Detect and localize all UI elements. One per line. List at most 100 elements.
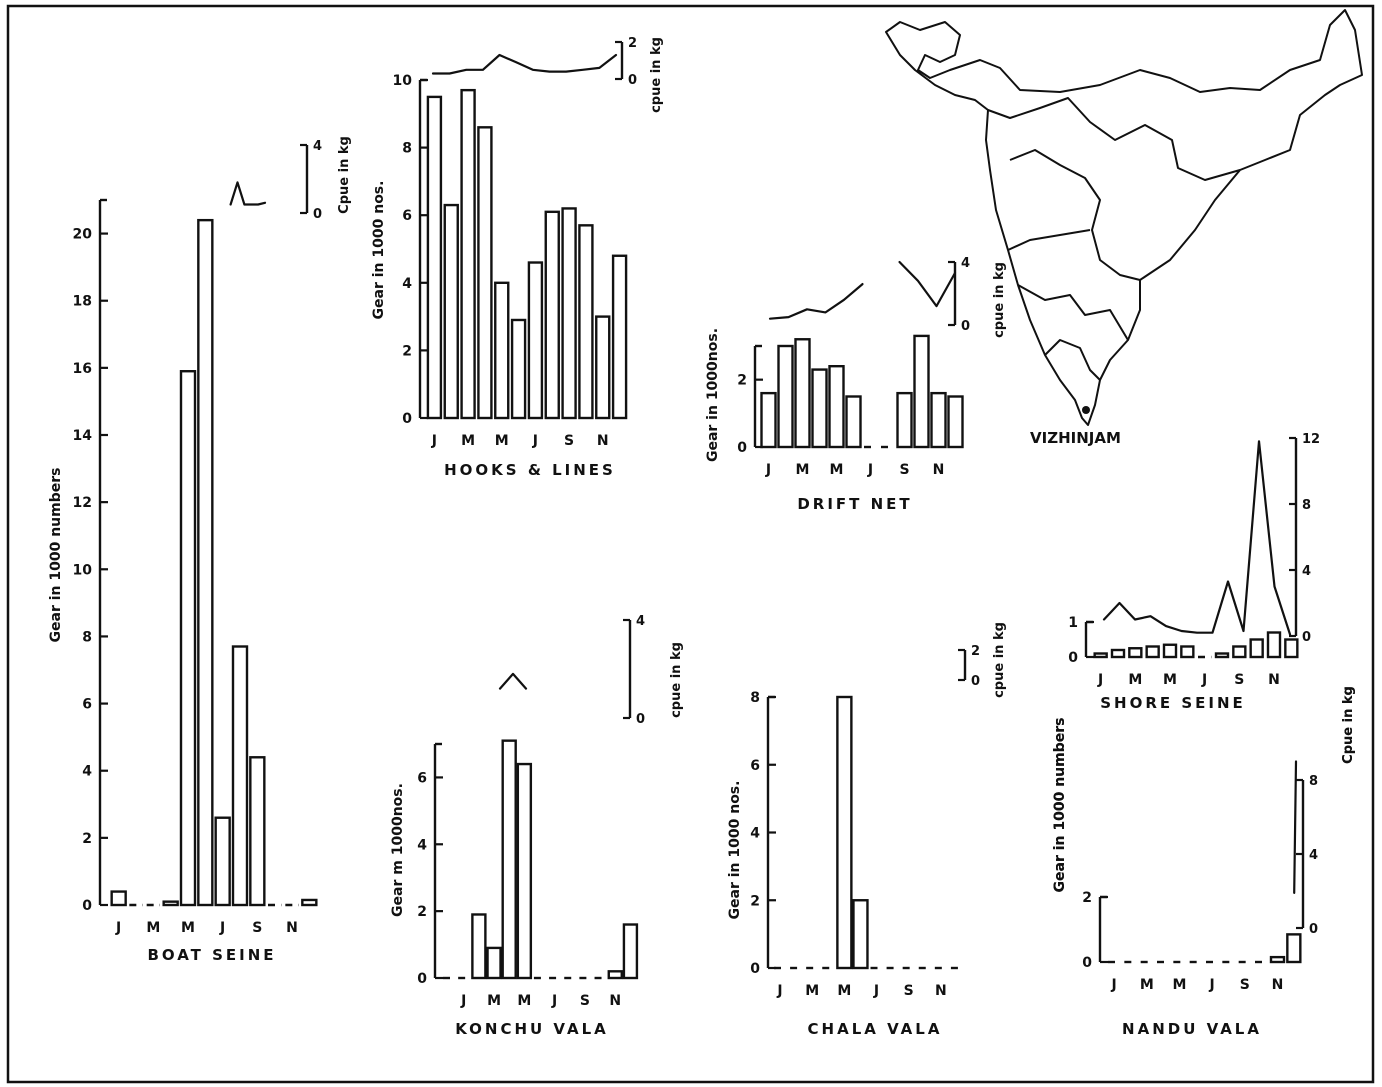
chart-title: HOOKS & LINES <box>444 461 616 479</box>
cpue-axis-label: cpue in kg <box>992 622 1007 698</box>
y-tick-label: 0 <box>82 898 92 914</box>
cpue-tick-label: 4 <box>1309 848 1318 863</box>
bar <box>472 914 485 978</box>
x-tick-label: N <box>286 920 298 936</box>
cpue-tick-label: 0 <box>971 674 980 689</box>
y-tick-label: 8 <box>82 629 92 645</box>
cpue-tick-label: 4 <box>313 139 322 154</box>
map-state-boundary <box>1008 230 1090 250</box>
bar <box>503 741 516 978</box>
bar <box>624 925 637 978</box>
x-tick-label: J <box>776 983 782 999</box>
cpue-line <box>1104 441 1290 634</box>
y-tick-label: 0 <box>750 961 760 977</box>
map-state-boundary <box>988 98 1240 180</box>
cpue-line <box>1294 762 1296 893</box>
cpue-line <box>770 284 863 319</box>
bar <box>1112 650 1124 657</box>
x-tick-label: S <box>252 920 262 936</box>
map-state-boundary <box>1045 340 1100 380</box>
cpue-tick-label: 0 <box>313 207 322 222</box>
x-tick-label: M <box>805 983 819 999</box>
chart-title: BOAT SEINE <box>147 946 276 964</box>
x-tick-label: S <box>1234 672 1244 688</box>
y-axis-label: Gear in 1000nos. <box>705 328 721 462</box>
bar <box>1164 645 1176 657</box>
y-tick-label: 4 <box>750 826 760 842</box>
x-tick-label: J <box>867 462 873 478</box>
bar <box>796 339 810 447</box>
cpue-axis-label: Cpue in kg <box>1341 686 1356 764</box>
x-tick-label: S <box>899 462 909 478</box>
chart-title: CHALA VALA <box>808 1020 943 1038</box>
bar <box>428 97 441 418</box>
bar <box>1285 640 1297 658</box>
x-tick-label: M <box>495 433 509 449</box>
x-tick-label: M <box>146 920 160 936</box>
x-tick-label: S <box>580 993 590 1009</box>
chart-title: KONCHU VALA <box>455 1020 609 1038</box>
cpue-tick-label: 4 <box>961 256 970 271</box>
chart-title: SHORE SEINE <box>1100 694 1246 712</box>
chart-panel-hooks-lines: 0246810J M M J S NHOOKS & LINESGear in 1000 n… <box>371 36 664 479</box>
x-tick-label: S <box>1240 977 1250 993</box>
y-axis-label: Gear m 1000nos. <box>390 783 406 917</box>
y-tick-label: 0 <box>1082 955 1092 971</box>
bar <box>762 393 776 447</box>
y-tick-label: 20 <box>73 227 93 243</box>
y-tick-label: 2 <box>417 904 427 920</box>
bar <box>478 127 491 418</box>
cpue-axis-label: Cpue in kg <box>337 136 352 214</box>
bar <box>1271 957 1284 962</box>
x-tick-label: M <box>1128 672 1142 688</box>
x-tick-label: S <box>564 433 574 449</box>
bar <box>518 764 531 978</box>
bar <box>563 208 576 418</box>
y-tick-label: 6 <box>402 208 412 224</box>
bar <box>915 336 929 447</box>
bar <box>932 393 946 447</box>
bar <box>853 900 867 968</box>
bar <box>529 263 542 418</box>
y-axis-label: Gear in 1000 numbers <box>1052 718 1068 893</box>
bar <box>1095 654 1107 658</box>
x-tick-label: N <box>1272 977 1284 993</box>
india-map <box>886 10 1362 425</box>
y-tick-label: 8 <box>750 690 760 706</box>
x-tick-label: J <box>873 983 879 999</box>
bar <box>495 283 508 418</box>
bar <box>830 366 844 447</box>
x-tick-label: N <box>1268 672 1280 688</box>
y-tick-label: 8 <box>402 141 412 157</box>
x-tick-label: J <box>219 920 225 936</box>
x-tick-label: J <box>1097 672 1103 688</box>
x-tick-label: M <box>1140 977 1154 993</box>
x-tick-label: M <box>487 993 501 1009</box>
cpue-tick-label: 2 <box>628 36 637 51</box>
y-tick-label: 0 <box>737 440 747 456</box>
y-tick-label: 10 <box>73 562 93 578</box>
x-tick-label: N <box>609 993 621 1009</box>
cpue-tick-label: 0 <box>636 712 645 727</box>
y-tick-label: 18 <box>73 294 92 310</box>
x-tick-label: J <box>115 920 121 936</box>
bar <box>1129 648 1141 657</box>
cpue-line <box>500 674 526 689</box>
chart-panel-boat-seine: 02468101214161820J M M J S NBOAT SEINEGear in… <box>48 136 352 964</box>
y-tick-label: 2 <box>750 893 760 909</box>
bar <box>445 205 458 418</box>
x-tick-label: J <box>765 462 771 478</box>
y-tick-label: 0 <box>1068 650 1078 666</box>
cpue-line <box>433 55 616 74</box>
cpue-tick-label: 0 <box>961 319 970 334</box>
x-tick-label: N <box>933 462 945 478</box>
y-tick-label: 1 <box>1068 615 1078 631</box>
cpue-tick-label: 0 <box>1302 630 1311 645</box>
x-tick-label: M <box>461 433 475 449</box>
bar <box>198 220 212 905</box>
bar <box>898 393 912 447</box>
y-tick-label: 0 <box>417 971 427 987</box>
x-tick-label: M <box>837 983 851 999</box>
bar <box>216 818 230 905</box>
